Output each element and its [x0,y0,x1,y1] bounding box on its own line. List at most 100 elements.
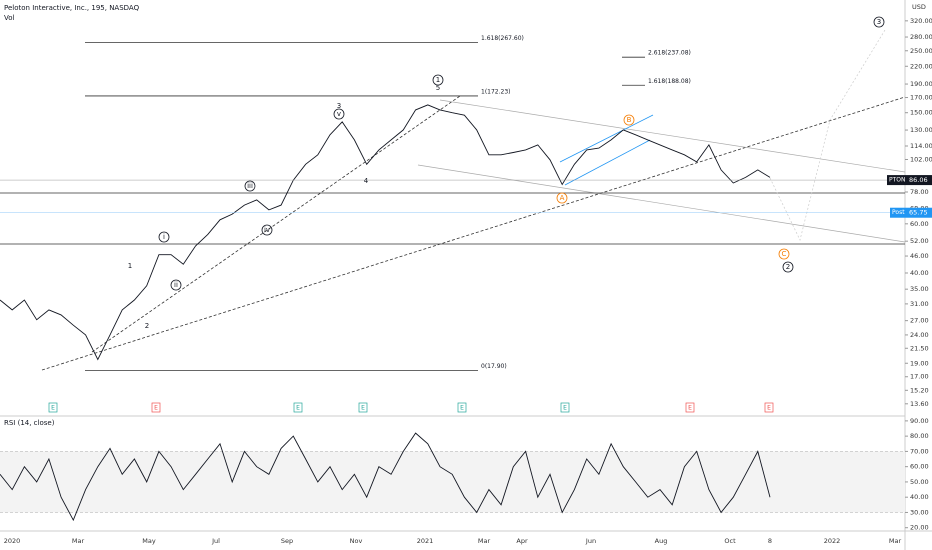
projection [769,29,886,242]
time-label: May [142,537,156,545]
time-label: Apr [516,537,528,545]
price-tick-label: 250.00 [910,47,932,55]
price-tick-label: 220.00 [910,62,932,70]
post-price-name: Post [892,209,905,216]
rsi-tick-label: 90.00 [910,417,929,425]
volume-label: Vol [4,14,15,22]
price-tick-label: 150.00 [910,109,932,117]
price-tick-label: 78.00 [910,188,929,196]
post-price-label: 65.75 [909,209,928,217]
earnings-label: E [767,405,771,412]
price-line [0,104,771,361]
price-tick-label: 60.00 [910,220,929,228]
price-tick-label: 31.00 [910,300,929,308]
earnings-label: E [51,405,55,412]
rsi-tick-label: 80.00 [910,432,929,440]
price-tick-label: 21.50 [910,344,929,352]
channel-line [564,139,651,186]
last-price-symbol: PTON [889,177,906,184]
post-price-tag [890,207,932,218]
time-label: Mar [72,537,85,545]
wave-label: B [627,116,632,124]
rsi-tick-label: 30.00 [910,508,929,516]
earnings-badge [457,402,467,413]
wave-circle [778,248,790,260]
price-tick-label: 170.00 [910,94,932,102]
time-label: 2022 [824,537,841,545]
last-price-label: 86.06 [909,176,928,184]
wave-circle [170,279,182,291]
wave-circle [244,180,256,192]
wave-circle [261,224,273,236]
price-tick-label: 114.00 [910,142,932,150]
wave-circle [333,108,345,120]
time-label: Jul [211,537,220,545]
fib-label: 0(17.90) [481,363,507,370]
time-label: Mar [478,537,491,545]
rsi-band [0,451,905,513]
price-tick-label: 17.00 [910,373,929,381]
fib-label: 1.618(188.08) [648,78,691,85]
wave-label: 3 [337,102,341,110]
price-tick-label: 52.00 [910,237,929,245]
earnings-badge [151,402,161,413]
wave-label: 1 [436,76,440,84]
price-tick-label: 320.00 [910,17,932,25]
wave-label: 5 [436,84,440,92]
price-tick-label: 19.00 [910,359,929,367]
wave-label: 1 [128,262,132,270]
earnings-badge [764,402,774,413]
rsi-tick-label: 70.00 [910,447,929,455]
time-label: 2020 [4,537,21,545]
wave-circle [782,261,794,273]
wave-label: iv [264,226,270,234]
wave-label: ii [174,281,178,289]
wave-label: A [560,194,565,202]
channel-line [417,164,906,243]
time-label: Mar [889,537,902,545]
earnings-label: E [361,405,365,412]
rsi-tick-label: 50.00 [910,478,929,486]
wave-circle [623,114,635,126]
rsi-label: RSI (14, close) [4,419,55,427]
price-tick-label: 102.00 [910,155,932,163]
time-label: 2021 [417,537,434,545]
earnings-badge [685,402,695,413]
price-tick-label: 15.20 [910,386,929,394]
time-label: Aug [655,537,668,545]
rsi-tick-label: 20.00 [910,524,929,532]
currency: USD [912,3,926,11]
price-tick-label: 27.00 [910,317,929,325]
channel-line [439,99,906,173]
wave-label: 3 [877,18,881,26]
time-label: Jun [585,537,596,545]
fib-label: 1(172.23) [481,88,511,95]
price-tick-label: 35.00 [910,285,929,293]
last-price-tag [887,175,932,186]
wave-circle [158,231,170,243]
earnings-label: E [154,405,158,412]
time-label: Nov [350,537,363,545]
earnings-label: E [563,405,567,412]
wave-circle [556,192,568,204]
rsi-line [0,432,771,522]
price-tick-label: 24.00 [910,331,929,339]
earnings-badge [293,402,303,413]
time-label: Oct [724,537,736,545]
rsi-tick-label: 60.00 [910,463,929,471]
wave-label: 4 [364,177,369,185]
channel-line [559,114,654,163]
time-label: Sep [281,537,293,545]
wave-circle [873,16,885,28]
rsi-tick-label: 40.00 [910,493,929,501]
fib-label: 1.618(267.60) [481,35,524,42]
wave-label: 2 [145,322,149,330]
wave-label: v [337,110,341,118]
price-tick-label: 13.60 [910,400,929,408]
price-tick-label: 280.00 [910,33,932,41]
wave-label: iii [247,182,253,190]
price-tick-label: 46.00 [910,252,929,260]
symbol-title: Peloton Interactive, Inc., 195, NASDAQ [4,4,140,12]
price-tick-label: 130.00 [910,126,932,134]
